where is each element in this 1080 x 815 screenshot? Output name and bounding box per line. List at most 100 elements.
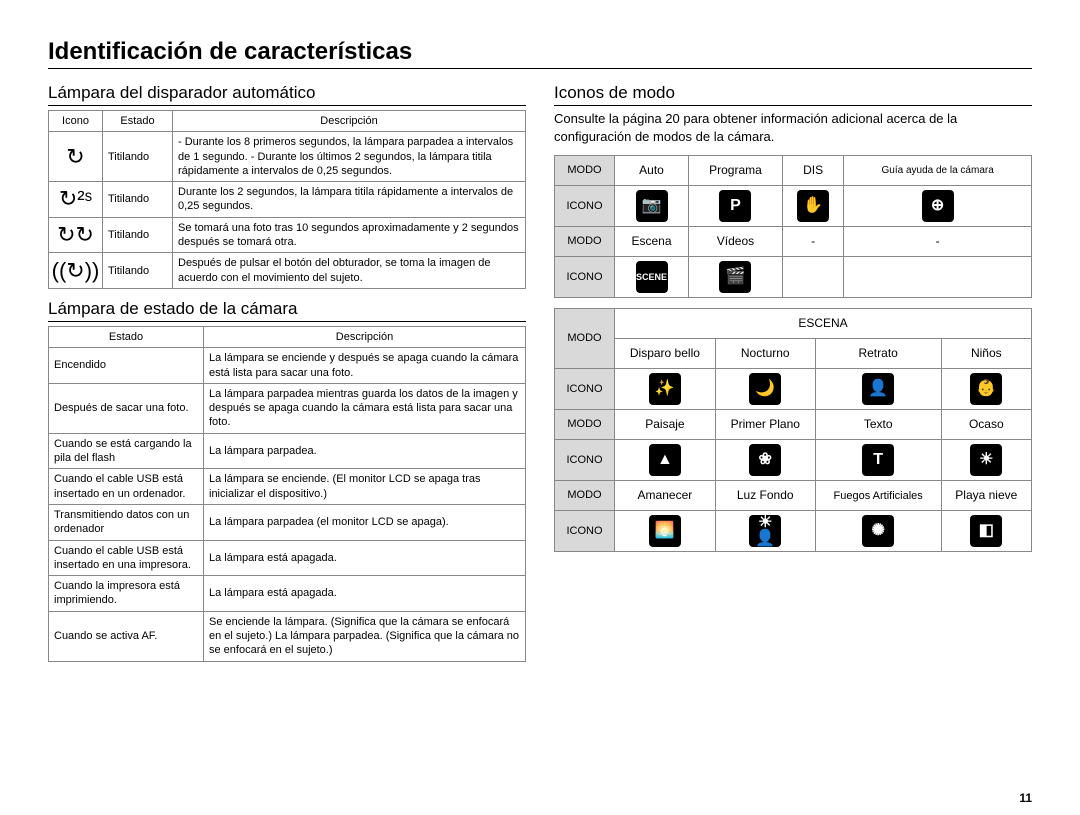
desc-cell: Durante los 2 segundos, la lámpara titil…: [173, 182, 526, 218]
desc-cell: La lámpara parpadea mientras guarda los …: [204, 383, 526, 433]
state-cell: Titilando: [103, 132, 173, 182]
page-title: Identificación de características: [48, 38, 1032, 69]
icono-label: ICONO: [555, 511, 615, 552]
video-icon: 🎬: [719, 261, 751, 293]
mode-cell: Retrato: [815, 339, 941, 369]
desc-cell: La lámpara parpadea.: [204, 433, 526, 469]
night-icon: 🌙: [749, 373, 781, 405]
table-row: ↻↻ Titilando Se tomará una foto tras 10 …: [49, 217, 526, 253]
beauty-icon: ✨: [649, 373, 681, 405]
modo-label: MODO: [555, 410, 615, 440]
mode-cell: Escena: [615, 227, 689, 257]
modo-label: MODO: [555, 481, 615, 511]
scene-icon: SCENE: [636, 261, 668, 293]
modo-label: MODO: [555, 227, 615, 257]
mode-cell: Programa: [689, 156, 783, 186]
text-icon: T: [862, 444, 894, 476]
table-row: ICONO ✨ 🌙 👤 👶: [555, 369, 1032, 410]
landscape-icon: ▲: [649, 444, 681, 476]
th-estado: Estado: [49, 326, 204, 347]
state-cell: Titilando: [103, 253, 173, 289]
table-row: ICONO ▲ ❀ T ☀: [555, 440, 1032, 481]
state-cell: Transmitiendo datos con un ordenador: [49, 504, 204, 540]
table-header-row: Estado Descripción: [49, 326, 526, 347]
icon-cell: ✨: [615, 369, 716, 410]
backlight-icon: ☀👤: [749, 515, 781, 547]
desc-cell: Se enciende la lámpara. (Significa que l…: [204, 611, 526, 661]
state-cell: Cuando la impresora está imprimiendo.: [49, 576, 204, 612]
icon-cell: 🌅: [615, 511, 716, 552]
state-cell: Cuando el cable USB está insertado en un…: [49, 540, 204, 576]
mode-cell: Paisaje: [615, 410, 716, 440]
state-cell: Cuando se está cargando la pila del flas…: [49, 433, 204, 469]
desc-cell: La lámpara parpadea (el monitor LCD se a…: [204, 504, 526, 540]
mode-cell: Auto: [615, 156, 689, 186]
th-descripcion: Descripción: [173, 111, 526, 132]
table-row: Cuando el cable USB está insertado en un…: [49, 540, 526, 576]
th-descripcion: Descripción: [204, 326, 526, 347]
icon-cell: 🎬: [689, 257, 783, 298]
mode-cell: Texto: [815, 410, 941, 440]
desc-cell: - Durante los 8 primeros segundos, la lá…: [173, 132, 526, 182]
icon-cell: ☀👤: [715, 511, 815, 552]
beach-snow-icon: ◧: [970, 515, 1002, 547]
icon-cell: 🌙: [715, 369, 815, 410]
self-timer-table: Icono Estado Descripción ↻ Titilando - D…: [48, 110, 526, 289]
auto-icon: 📷: [636, 190, 668, 222]
desc-cell: La lámpara se enciende. (El monitor LCD …: [204, 469, 526, 505]
fireworks-icon: ✺: [862, 515, 894, 547]
desc-cell: La lámpara se enciende y después se apag…: [204, 348, 526, 384]
guide-icon: ⊕: [922, 190, 954, 222]
table-row: ICONO SCENE 🎬: [555, 257, 1032, 298]
mode-cell: Nocturno: [715, 339, 815, 369]
table-row: ((↻)) Titilando Después de pulsar el bot…: [49, 253, 526, 289]
icon-cell: ◧: [941, 511, 1031, 552]
mode-cell: Disparo bello: [615, 339, 716, 369]
th-estado: Estado: [103, 111, 173, 132]
icon-cell: 👶: [941, 369, 1031, 410]
table-row: Cuando se está cargando la pila del flas…: [49, 433, 526, 469]
modes-table-1: MODO Auto Programa DIS Guía ayuda de la …: [554, 155, 1032, 298]
mode-cell: -: [782, 227, 843, 257]
icon-cell: [844, 257, 1032, 298]
table-row: ↻ Titilando - Durante los 8 primeros seg…: [49, 132, 526, 182]
desc-cell: La lámpara está apagada.: [204, 576, 526, 612]
icon-cell: ✺: [815, 511, 941, 552]
icono-label: ICONO: [555, 257, 615, 298]
table-row: Transmitiendo datos con un ordenadorLa l…: [49, 504, 526, 540]
table-row: ↻²ˢ Titilando Durante los 2 segundos, la…: [49, 182, 526, 218]
timer-icon: ((↻)): [49, 253, 103, 289]
table-row: Después de sacar una foto.La lámpara par…: [49, 383, 526, 433]
table-row: MODO Escena Vídeos - -: [555, 227, 1032, 257]
icon-cell: 📷: [615, 186, 689, 227]
section1-title: Lámpara del disparador automático: [48, 83, 526, 106]
th-icono: Icono: [49, 111, 103, 132]
mode-cell: -: [844, 227, 1032, 257]
closeup-icon: ❀: [749, 444, 781, 476]
status-lamp-table: Estado Descripción EncendidoLa lámpara s…: [48, 326, 526, 662]
page-number: 11: [1019, 791, 1032, 805]
dawn-icon: 🌅: [649, 515, 681, 547]
state-cell: Titilando: [103, 217, 173, 253]
timer-icon: ↻²ˢ: [49, 182, 103, 218]
icon-cell: T: [815, 440, 941, 481]
desc-cell: Después de pulsar el botón del obturador…: [173, 253, 526, 289]
mode-cell: Guía ayuda de la cámara: [844, 156, 1032, 186]
modes-title: Iconos de modo: [554, 83, 1032, 106]
modo-label: MODO: [555, 309, 615, 369]
modes-table-2: MODO ESCENA Disparo bello Nocturno Retra…: [554, 308, 1032, 552]
mode-cell: Primer Plano: [715, 410, 815, 440]
mode-cell: DIS: [782, 156, 843, 186]
icono-label: ICONO: [555, 440, 615, 481]
modo-label: MODO: [555, 156, 615, 186]
icon-cell: ✋: [782, 186, 843, 227]
table-row: Disparo bello Nocturno Retrato Niños: [555, 339, 1032, 369]
state-cell: Encendido: [49, 348, 204, 384]
escena-header: ESCENA: [615, 309, 1032, 339]
table-row: ICONO 🌅 ☀👤 ✺ ◧: [555, 511, 1032, 552]
table-row: Cuando el cable USB está insertado en un…: [49, 469, 526, 505]
dis-icon: ✋: [797, 190, 829, 222]
table-header-row: Icono Estado Descripción: [49, 111, 526, 132]
table-row: EncendidoLa lámpara se enciende y despué…: [49, 348, 526, 384]
icon-cell: 👤: [815, 369, 941, 410]
